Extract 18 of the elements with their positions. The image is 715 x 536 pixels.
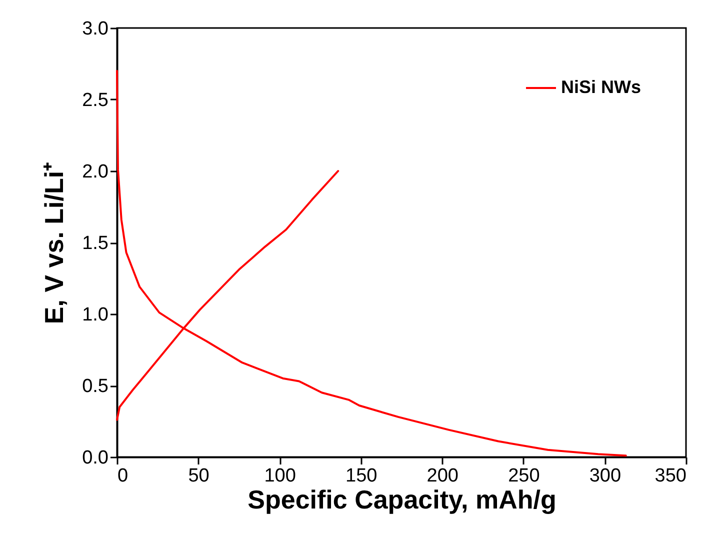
x-tick-label: 100 — [264, 466, 296, 486]
y-tick-label: 1.5 — [82, 233, 108, 254]
x-axis-title: Specific Capacity, mAh/g — [248, 484, 556, 514]
y-tick-label: 0.5 — [82, 376, 108, 397]
y-tick-label: 3.0 — [82, 18, 108, 40]
y-axis-title: E, V vs. Li/Li⁺ — [39, 162, 70, 324]
x-tick-label: 0 — [118, 466, 128, 486]
y-tick-label: 2.5 — [82, 90, 108, 111]
x-tick-label: 250 — [508, 466, 540, 486]
y-tick-label: 0.0 — [82, 448, 108, 468]
x-tick-label: 50 — [188, 466, 210, 486]
x-tick-label: 350 — [654, 466, 686, 486]
x-tick-label: 200 — [426, 466, 458, 486]
x-tick-label: 150 — [346, 466, 378, 486]
legend-label: NiSi NWs — [561, 77, 642, 97]
y-tick-label: 2.0 — [82, 162, 108, 182]
x-tick-label: 300 — [589, 466, 622, 486]
y-tick-label: 1.0 — [82, 304, 108, 326]
